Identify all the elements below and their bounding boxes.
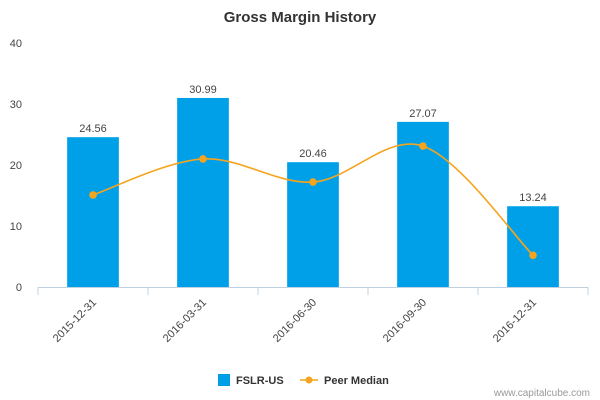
data-label-2016-09-30: 27.07 [409,108,437,120]
legend-label-fslr-us: FSLR-US [236,375,284,387]
peer-median-line [92,143,534,256]
x-tick-label-2015-12-31: 2015-12-31 [51,297,99,345]
legend-swatch-fslr-us [218,374,230,386]
x-tick-label-2016-09-30: 2016-09-30 [381,297,429,345]
x-axis: 2015-12-31 2016-03-31 2016-06-30 2016-09-30… [37,287,589,345]
legend-swatch-peer-median-marker [305,376,313,384]
data-label-2015-12-31: 24.56 [79,123,107,135]
legend-label-peer-median: Peer Median [324,375,389,387]
y-axis: 0 10 20 30 40 [10,38,22,294]
legend: FSLR-US Peer Median [218,374,389,387]
line-series-peer-median [89,142,537,260]
x-tick-label-2016-06-30: 2016-06-30 [271,297,319,345]
bar-series-fslr-us: 24.56 30.99 20.46 27.07 13.24 [67,84,559,287]
chart-title: Gross Margin History [224,9,377,26]
y-tick-label-0: 0 [16,282,22,294]
y-tick-label-20: 20 [10,160,22,172]
peer-median-point-2016-09-30 [419,142,427,150]
data-label-2016-03-31: 30.99 [189,84,217,96]
bar-2016-03-31 [177,97,229,287]
data-label-2016-06-30: 20.46 [299,148,327,160]
bar-2016-12-31 [507,206,559,287]
y-tick-label-40: 40 [10,38,22,50]
bar-2015-12-31 [67,137,119,287]
x-tick-label-2016-03-31: 2016-03-31 [161,297,209,345]
data-label-2016-12-31: 13.24 [519,192,547,204]
peer-median-point-2016-03-31 [199,155,207,163]
peer-median-point-2015-12-31 [89,191,97,199]
y-tick-label-10: 10 [10,221,22,233]
credit-text: www.capitalcube.com [493,388,590,399]
y-tick-label-30: 30 [10,99,22,111]
peer-median-point-2016-06-30 [309,178,317,186]
peer-median-point-2016-12-31 [529,251,537,260]
x-tick-label-2016-12-31: 2016-12-31 [491,297,539,345]
